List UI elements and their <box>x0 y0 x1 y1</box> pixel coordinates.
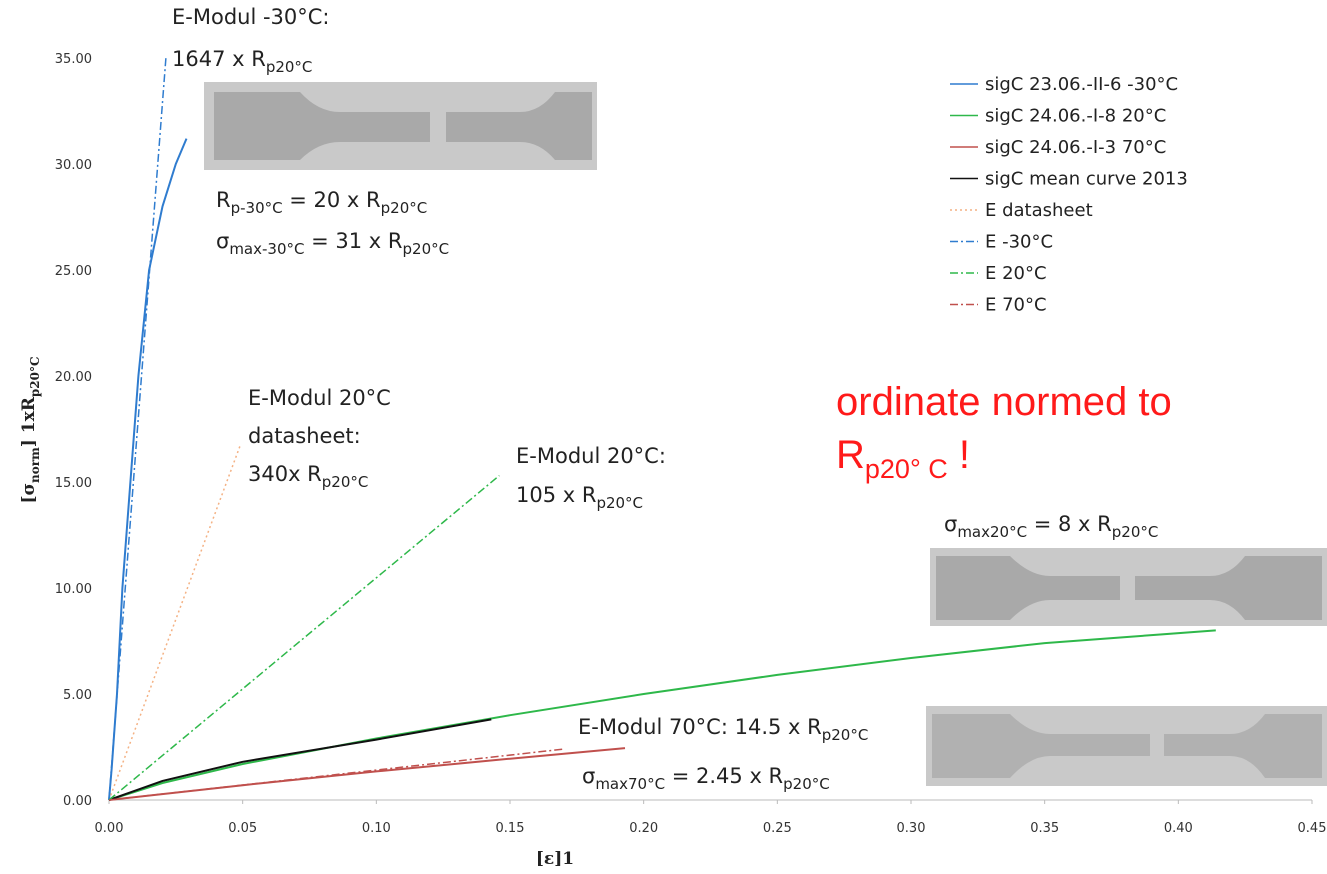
annotation: 340x Rp20°C <box>248 462 368 491</box>
subscript: p20°C <box>783 775 830 793</box>
annotation: datasheet: <box>248 424 361 448</box>
x-tick-label: 0.15 <box>496 821 525 836</box>
annotation: Rp-30°C = 20 x Rp20°C <box>216 188 427 217</box>
note: ordinate normed to <box>836 380 1172 424</box>
legend-label: sigC mean curve 2013 <box>985 169 1188 190</box>
subscript: p20°C <box>596 494 643 512</box>
legend-label: E 20°C <box>985 263 1047 284</box>
text-run: datasheet: <box>248 424 361 448</box>
x-tick-label: 0.45 <box>1298 821 1327 836</box>
annotation: 105 x Rp20°C <box>516 483 643 512</box>
legend-label: E datasheet <box>985 200 1093 221</box>
x-tick-label: 0.40 <box>1164 821 1193 836</box>
series-line <box>108 747 626 801</box>
y-tick-label: 10.00 <box>55 582 92 597</box>
legend-label: E -30°C <box>985 232 1053 253</box>
annotation: σmax20°C = 8 x Rp20°C <box>944 512 1158 541</box>
text-run: ! <box>948 433 970 477</box>
subscript: max20°C <box>957 523 1027 541</box>
y-tick-label: 0.00 <box>63 794 92 809</box>
text-run: E-Modul 70°C: 14.5 x R <box>578 715 822 739</box>
specimen-photo <box>926 706 1327 786</box>
series-line <box>108 629 1216 801</box>
series-line <box>108 748 564 801</box>
series-line <box>108 475 500 801</box>
y-tick-label: 15.00 <box>55 476 92 491</box>
annotation: σmax-30°C = 31 x Rp20°C <box>216 229 449 258</box>
text-run: E-Modul 20°C: <box>516 444 666 468</box>
legend-label: sigC 24.06.-I-8 20°C <box>985 106 1166 127</box>
annotation: σmax70°C = 2.45 x Rp20°C <box>582 764 830 793</box>
note: Rp20° C ! <box>836 433 970 484</box>
x-tick-label: 0.10 <box>362 821 391 836</box>
text-run: R <box>216 188 231 212</box>
x-tick-label: 0.30 <box>897 821 926 836</box>
subscript: norm <box>28 447 42 483</box>
legend-label: sigC 24.06.-I-3 70°C <box>985 137 1166 158</box>
specimen-photo <box>204 82 597 170</box>
x-axis-label: [ε]1 <box>536 849 574 869</box>
subscript: p20°C <box>822 726 869 744</box>
y-tick-label: 20.00 <box>55 370 92 385</box>
annotation: E-Modul 70°C: 14.5 x Rp20°C <box>578 715 868 744</box>
series-line <box>108 138 188 801</box>
legend-label: sigC 23.06.-II-6 -30°C <box>985 74 1178 95</box>
text-run: ] 1xR <box>19 396 39 447</box>
text-run: = 31 x R <box>304 229 402 253</box>
text-run: E-Modul 20°C <box>248 386 391 410</box>
annotation: 1647 x Rp20°C <box>172 47 312 76</box>
subscript: p20°C <box>381 199 428 217</box>
subscript: p20° C <box>865 454 948 484</box>
text-run: = 2.45 x R <box>665 764 783 788</box>
subscript: p20°C <box>266 58 313 76</box>
subscript: p20°C <box>322 473 369 491</box>
x-tick-label: 0.20 <box>629 821 658 836</box>
annotation: E-Modul 20°C: <box>516 444 666 468</box>
y-axis-label: [σnorm] 1xRp20°C <box>19 356 42 503</box>
annotation: E-Modul -30°C: <box>172 5 330 29</box>
text-run: 105 x R <box>516 483 596 507</box>
subscript: p20°C <box>28 356 42 397</box>
text-run: R <box>836 433 865 477</box>
text-run: σ <box>944 512 957 536</box>
subscript: p20°C <box>403 240 450 258</box>
text-run: 1647 x R <box>172 47 266 71</box>
x-tick-label: 0.25 <box>763 821 792 836</box>
subscript: max70°C <box>595 775 665 793</box>
text-run: ordinate normed to <box>836 380 1172 424</box>
y-tick-label: 30.00 <box>55 158 92 173</box>
annotation: E-Modul 20°C <box>248 386 391 410</box>
text-run: E-Modul -30°C: <box>172 5 330 29</box>
text-run: σ <box>216 229 229 253</box>
text-run: 340x R <box>248 462 322 486</box>
subscript: max-30°C <box>229 240 304 258</box>
series-line <box>108 57 167 801</box>
x-tick-label: 0.35 <box>1030 821 1059 836</box>
y-tick-label: 35.00 <box>55 52 92 67</box>
y-tick-label: 5.00 <box>63 688 92 703</box>
y-tick-label: 25.00 <box>55 264 92 279</box>
specimen-photo <box>930 548 1327 626</box>
legend-label: E 70°C <box>985 295 1047 316</box>
x-tick-label: 0.05 <box>228 821 257 836</box>
text-run: = 20 x R <box>283 188 381 212</box>
subscript: p20°C <box>1112 523 1159 541</box>
text-run: [σ <box>19 483 39 504</box>
x-tick-label: 0.00 <box>95 821 124 836</box>
subscript: p-30°C <box>231 199 283 217</box>
series-line <box>108 718 492 801</box>
text-run: σ <box>582 764 595 788</box>
text-run: = 8 x R <box>1027 512 1112 536</box>
